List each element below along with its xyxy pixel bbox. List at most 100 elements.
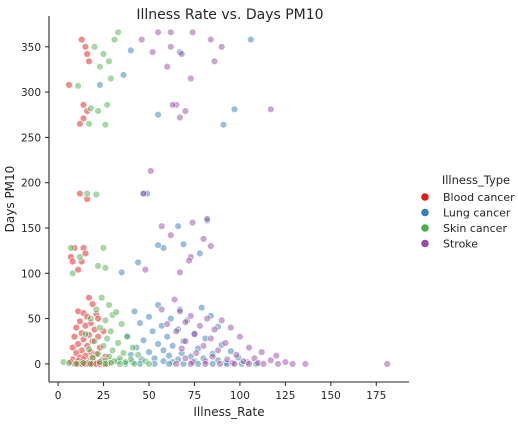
point-stroke-2 bbox=[188, 28, 197, 36]
point-stroke-7 bbox=[178, 50, 186, 58]
point-skin-cancer-6 bbox=[107, 74, 115, 83]
point-skin-cancer-7 bbox=[74, 82, 82, 90]
point-blood-cancer-28 bbox=[81, 322, 90, 330]
point-skin-cancer-29 bbox=[96, 323, 104, 332]
point-skin-cancer-20 bbox=[68, 269, 77, 277]
point-lung-cancer-30 bbox=[148, 327, 157, 335]
point-blood-cancer-13 bbox=[81, 249, 90, 258]
x-ticks: 0 25 50 75 100 125 150 175 bbox=[55, 382, 386, 402]
point-skin-cancer-0 bbox=[114, 28, 122, 36]
point-skin-cancer-55 bbox=[65, 359, 73, 367]
x-tick-label-0: 0 bbox=[55, 390, 62, 402]
point-stroke-18 bbox=[139, 189, 148, 198]
point-blood-cancer-15 bbox=[68, 257, 77, 266]
point-stroke-24 bbox=[207, 242, 215, 250]
point-skin-cancer-44 bbox=[88, 353, 97, 362]
point-stroke-73 bbox=[259, 360, 268, 368]
point-blood-cancer-8 bbox=[76, 120, 84, 128]
point-stroke-37 bbox=[196, 322, 204, 330]
point-lung-cancer-26 bbox=[136, 319, 144, 327]
legend-label-skin-cancer: Skin cancer bbox=[443, 222, 507, 235]
point-lung-cancer-15 bbox=[179, 240, 188, 249]
point-stroke-71 bbox=[230, 360, 239, 368]
point-lung-cancer-42 bbox=[159, 346, 168, 354]
point-skin-cancer-38 bbox=[85, 345, 93, 354]
point-stroke-53 bbox=[272, 352, 280, 360]
point-stroke-61 bbox=[281, 358, 290, 366]
point-lung-cancer-18 bbox=[198, 304, 206, 312]
x-tick-label-125: 125 bbox=[275, 390, 295, 402]
point-skin-cancer-14 bbox=[92, 190, 101, 199]
point-lung-cancer-4 bbox=[219, 120, 228, 129]
point-skin-cancer-33 bbox=[103, 334, 111, 343]
point-skin-cancer-32 bbox=[123, 333, 131, 341]
y-tick-label-100: 100 bbox=[21, 268, 41, 280]
point-lung-cancer-48 bbox=[165, 352, 173, 360]
point-skin-cancer-60 bbox=[130, 360, 139, 368]
y-tick-label-350: 350 bbox=[21, 42, 41, 54]
x-tick-label-175: 175 bbox=[366, 390, 386, 402]
point-skin-cancer-41 bbox=[94, 350, 102, 358]
point-stroke-42 bbox=[236, 333, 244, 341]
x-tick-label-150: 150 bbox=[321, 390, 341, 402]
point-stroke-54 bbox=[208, 352, 217, 361]
point-stroke-38 bbox=[227, 323, 235, 332]
point-skin-cancer-37 bbox=[128, 343, 137, 352]
point-lung-cancer-0 bbox=[127, 46, 135, 55]
data-points bbox=[59, 28, 391, 368]
point-stroke-33 bbox=[203, 314, 211, 323]
point-blood-cancer-9 bbox=[76, 189, 84, 198]
point-blood-cancer-18 bbox=[85, 294, 93, 302]
point-lung-cancer-39 bbox=[168, 342, 177, 350]
point-blood-cancer-39 bbox=[68, 343, 77, 352]
point-stroke-43 bbox=[207, 334, 215, 343]
point-skin-cancer-13 bbox=[83, 189, 91, 198]
point-stroke-30 bbox=[158, 305, 166, 314]
point-skin-cancer-23 bbox=[105, 301, 113, 309]
point-lung-cancer-66 bbox=[165, 360, 173, 368]
point-skin-cancer-27 bbox=[101, 316, 110, 325]
point-stroke-1 bbox=[167, 28, 175, 36]
point-skin-cancer-12 bbox=[101, 120, 110, 129]
point-stroke-57 bbox=[223, 355, 231, 364]
point-lung-cancer-17 bbox=[154, 241, 162, 249]
y-tick-label-150: 150 bbox=[21, 223, 41, 235]
point-stroke-58 bbox=[267, 356, 275, 364]
point-lung-cancer-13 bbox=[134, 258, 142, 267]
legend-marker-blood-cancer bbox=[421, 193, 429, 201]
point-lung-cancer-6 bbox=[119, 71, 128, 79]
point-stroke-17 bbox=[147, 167, 155, 175]
point-lung-cancer-33 bbox=[163, 333, 171, 341]
point-stroke-44 bbox=[181, 337, 190, 345]
point-skin-cancer-19 bbox=[94, 262, 102, 270]
point-skin-cancer-17 bbox=[76, 253, 84, 261]
point-skin-cancer-15 bbox=[67, 244, 75, 252]
point-skin-cancer-58 bbox=[101, 360, 110, 368]
point-skin-cancer-36 bbox=[99, 342, 108, 350]
x-axis-label: Illness_Rate bbox=[193, 405, 264, 419]
point-blood-cancer-2 bbox=[83, 50, 91, 58]
point-lung-cancer-3 bbox=[154, 110, 162, 119]
point-stroke-0 bbox=[154, 28, 162, 36]
legend-label-stroke: Stroke bbox=[443, 238, 478, 251]
point-lung-cancer-7 bbox=[96, 81, 104, 89]
point-stroke-35 bbox=[181, 318, 190, 326]
point-skin-cancer-34 bbox=[90, 337, 99, 345]
point-stroke-16 bbox=[176, 113, 184, 122]
point-stroke-8 bbox=[148, 48, 157, 56]
point-skin-cancer-35 bbox=[114, 339, 122, 347]
point-stroke-5 bbox=[207, 35, 215, 44]
point-stroke-14 bbox=[181, 107, 190, 115]
y-tick-label-300: 300 bbox=[21, 87, 41, 99]
point-stroke-27 bbox=[141, 266, 150, 274]
point-stroke-52 bbox=[232, 351, 241, 359]
point-skin-cancer-8 bbox=[103, 101, 111, 109]
x-tick-label-75: 75 bbox=[188, 390, 201, 402]
point-blood-cancer-33 bbox=[70, 333, 79, 341]
point-skin-cancer-3 bbox=[90, 43, 99, 51]
y-axis-label: Days PM10 bbox=[3, 166, 17, 233]
point-skin-cancer-4 bbox=[105, 57, 113, 65]
point-stroke-47 bbox=[245, 343, 253, 352]
point-lung-cancer-35 bbox=[139, 336, 148, 344]
